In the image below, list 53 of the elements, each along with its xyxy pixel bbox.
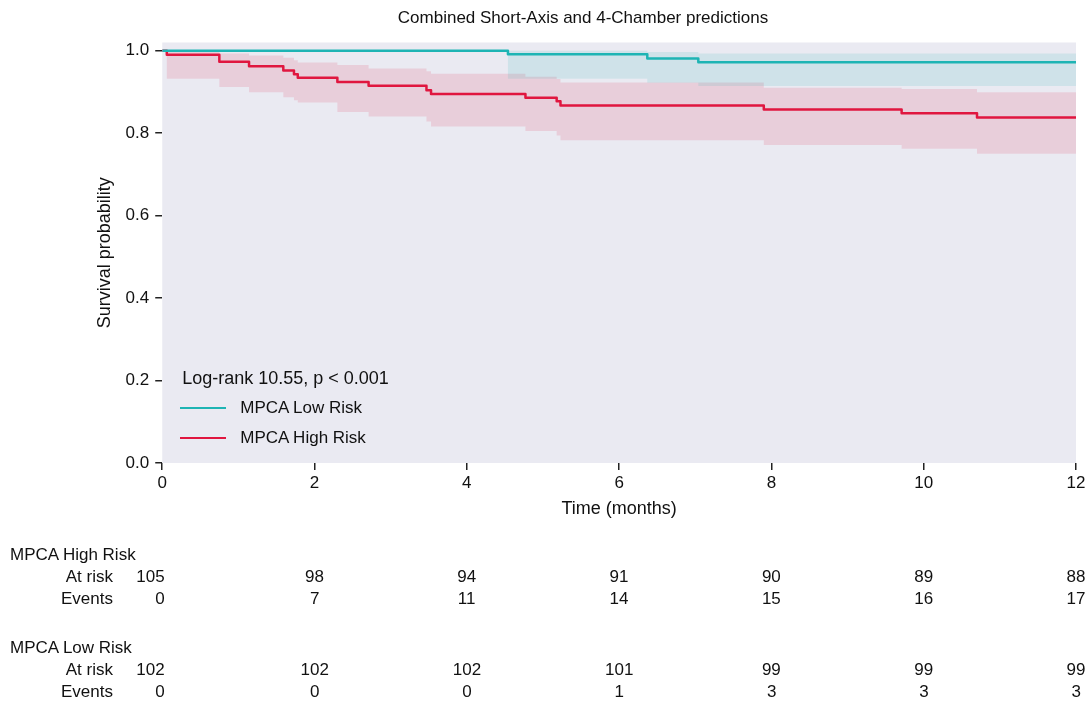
- text: 99: [914, 660, 934, 680]
- text: 99: [1066, 660, 1086, 680]
- text: 91: [609, 567, 629, 587]
- text: 94: [457, 567, 477, 587]
- text: 0: [155, 682, 165, 702]
- text: 105: [136, 567, 165, 587]
- text: 89: [914, 567, 934, 587]
- text: 102: [452, 660, 482, 680]
- y-tick-label: 1.0: [125, 40, 150, 60]
- y-tick-label: 0.8: [125, 122, 150, 142]
- text: 0: [310, 682, 320, 702]
- text: 0: [462, 682, 472, 702]
- text: 3: [1071, 682, 1081, 702]
- text: 17: [1066, 589, 1086, 609]
- text: 99: [761, 660, 781, 680]
- text: Events: [61, 682, 113, 702]
- text: MPCA Low Risk: [10, 638, 132, 658]
- x-tick-label: 2: [309, 472, 320, 492]
- text: 7: [310, 589, 320, 609]
- text: 1: [614, 682, 625, 702]
- text: At risk: [65, 660, 113, 680]
- x-tick-label: 12: [1066, 472, 1086, 492]
- y-tick-label: 0.6: [125, 205, 150, 225]
- y-axis-title: Survival probability: [93, 177, 114, 329]
- x-tick-label: 0: [157, 472, 167, 492]
- legend-label: MPCA Low Risk: [240, 398, 363, 418]
- text: 15: [761, 589, 781, 609]
- text: 3: [766, 682, 777, 702]
- x-tick-label: 8: [766, 472, 777, 492]
- y-tick-label: 0.4: [125, 287, 150, 307]
- text: 101: [605, 660, 634, 680]
- text: 102: [136, 660, 165, 680]
- text: 0: [155, 589, 165, 609]
- chart-title: Combined Short-Axis and 4-Chamber predictions: [397, 7, 769, 27]
- x-tick-label: 10: [914, 472, 934, 492]
- text: MPCA High Risk: [10, 545, 136, 565]
- text: At risk: [65, 567, 113, 587]
- text: 11: [457, 589, 476, 609]
- text: 88: [1066, 567, 1086, 587]
- y-tick-label: 0.2: [125, 370, 150, 390]
- x-tick-label: 4: [462, 472, 472, 492]
- text: 90: [761, 567, 781, 587]
- text: 3: [919, 682, 929, 702]
- text: 102: [300, 660, 329, 680]
- y-tick-label: 0.0: [125, 452, 150, 472]
- text: 16: [914, 589, 934, 609]
- text: 14: [609, 589, 629, 609]
- text: Events: [61, 589, 113, 609]
- legend-label: MPCA High Risk: [240, 428, 366, 448]
- legend-title: Log-rank 10.55, p < 0.001: [182, 368, 389, 389]
- x-axis-title: Time (months): [561, 498, 677, 519]
- x-tick-label: 6: [614, 472, 624, 492]
- text: 98: [305, 567, 324, 587]
